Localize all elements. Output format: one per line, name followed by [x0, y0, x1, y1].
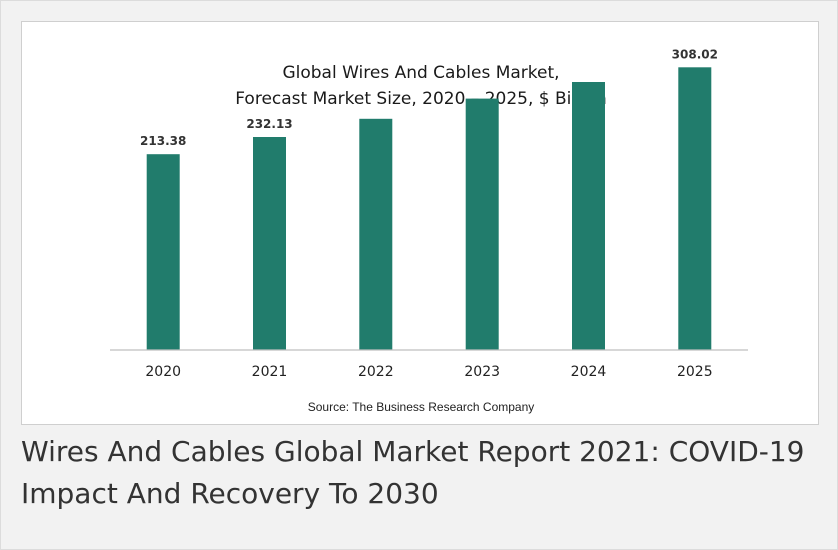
data-label-2025: 308.02 — [672, 47, 718, 61]
bar-2024 — [572, 82, 605, 350]
data-label-2021: 232.13 — [246, 117, 292, 131]
bar-2021 — [253, 137, 286, 350]
data-label-2020: 213.38 — [140, 134, 186, 148]
bar-chart: Global Wires And Cables Market, Forecast… — [110, 47, 748, 414]
x-tick-2021: 2021 — [252, 364, 288, 380]
x-tick-2022: 2022 — [358, 364, 394, 380]
bars-group — [146, 67, 712, 351]
source-label: Source: The Business Research Company — [308, 400, 535, 414]
x-tick-2020: 2020 — [145, 364, 181, 380]
chart-frame: Global Wires And Cables Market, Forecast… — [21, 21, 819, 425]
bar-2020 — [146, 154, 180, 350]
x-tick-2025: 2025 — [677, 364, 713, 380]
bar-2025 — [678, 67, 712, 351]
chart-title-line-2: Forecast Market Size, 2020 – 2025, $ Bil… — [235, 89, 606, 109]
report-title-caption[interactable]: Wires And Cables Global Market Report 20… — [21, 435, 805, 510]
x-tick-2023: 2023 — [464, 364, 500, 380]
bar-2022 — [359, 118, 393, 350]
data-labels: 213.38 232.13 308.02 — [140, 47, 718, 148]
chart-title-line-1: Global Wires And Cables Market, — [282, 63, 559, 83]
bar-2023 — [465, 98, 499, 350]
x-tick-labels: 2020 2021 2022 2023 2024 2025 — [145, 364, 712, 380]
x-tick-2024: 2024 — [571, 364, 607, 380]
